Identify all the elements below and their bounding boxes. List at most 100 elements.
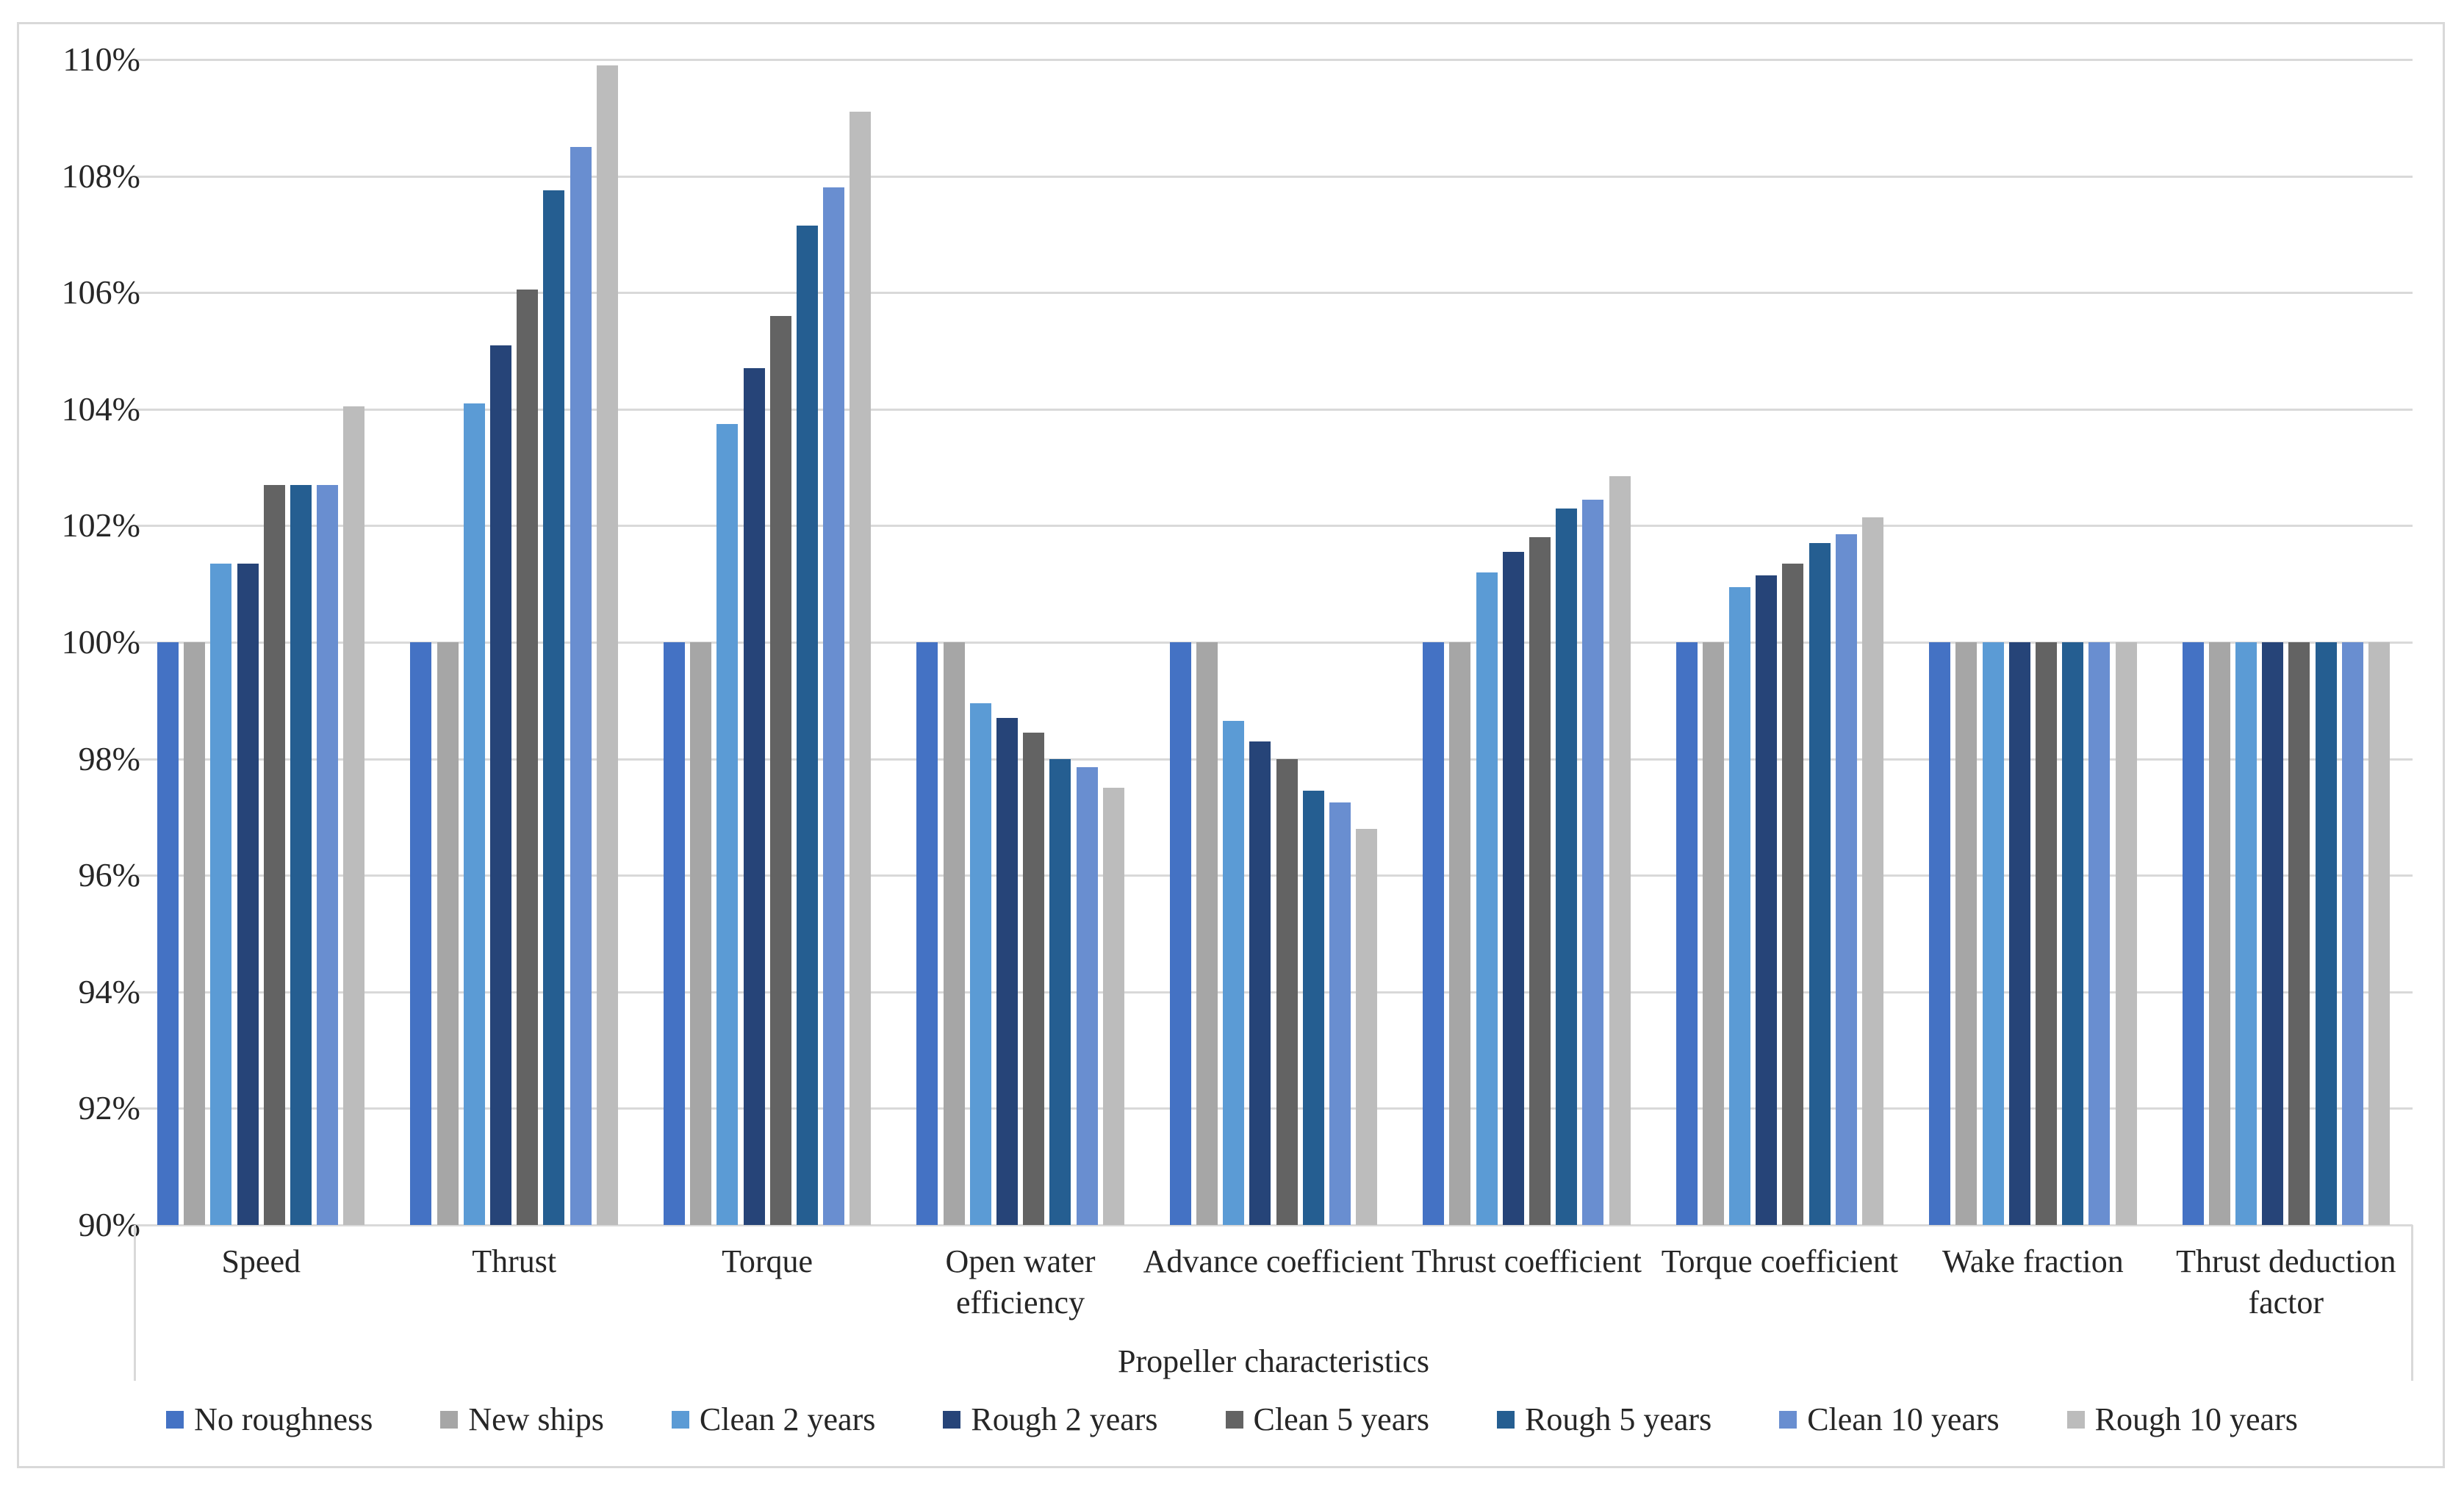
bar-clean-2-years: [716, 423, 739, 1225]
y-gridline: [134, 1224, 2413, 1226]
category-label: Speed: [221, 1243, 301, 1279]
x-axis-tick: [134, 1225, 136, 1381]
legend-label: No roughness: [194, 1401, 373, 1437]
legend-swatch-icon: [943, 1411, 961, 1429]
category-label: Torque: [722, 1243, 813, 1279]
y-gridline: [134, 991, 2413, 994]
legend-item: Clean 10 years: [1779, 1399, 2000, 1440]
bar-rough-10-years: [343, 406, 365, 1225]
y-axis-tick-label: 108%: [61, 157, 140, 195]
y-axis-tick-label: 104%: [61, 389, 140, 428]
y-axis-tick-label: 96%: [78, 856, 140, 894]
legend-swatch-icon: [671, 1411, 689, 1429]
y-gridline: [134, 642, 2413, 644]
bar-new-ships: [1196, 642, 1218, 1225]
bar-clean-5-years: [517, 290, 539, 1225]
bar-clean-10-years: [317, 484, 339, 1225]
bar-rough-10-years: [2368, 642, 2390, 1225]
bar-clean-5-years: [1276, 758, 1298, 1225]
legend-item: Rough 2 years: [943, 1399, 1158, 1440]
bar-clean-10-years: [570, 146, 592, 1225]
y-gridline: [134, 1107, 2413, 1110]
legend: No roughness New ships Clean 2 years Rough …: [0, 1399, 2464, 1440]
y-gridline: [134, 408, 2413, 411]
bar-rough-10-years: [2115, 642, 2137, 1225]
bar-new-ships: [943, 642, 965, 1225]
bar-clean-10-years: [1835, 534, 1857, 1225]
y-gridline: [134, 59, 2413, 61]
y-axis-tick-label: 90%: [78, 1206, 140, 1243]
legend-item: No roughness: [166, 1399, 373, 1440]
category-label: Thrust: [472, 1243, 557, 1279]
bar-clean-5-years: [769, 315, 791, 1225]
bar-rough-5-years: [1809, 543, 1831, 1225]
y-axis-tick-label: 92%: [78, 1089, 140, 1127]
plot-area: 90% 92% 94% 96% 98% 100% 102% 104% 106% 108% 110% S…: [19, 24, 2443, 1466]
figure-border: 90% 92% 94% 96% 98% 100% 102% 104% 106% 108% 110% S…: [17, 22, 2445, 1468]
category-label: Thrust deduction factor: [2176, 1243, 2396, 1321]
bar-no-roughness: [1675, 642, 1698, 1225]
legend-swatch-icon: [1497, 1411, 1515, 1429]
bar-new-ships: [437, 642, 459, 1225]
bar-rough-10-years: [1102, 788, 1124, 1225]
y-axis-tick-label: 110%: [62, 40, 140, 78]
bar-rough-2-years: [1502, 552, 1524, 1225]
bar-rough-5-years: [796, 226, 818, 1225]
bar-clean-10-years: [1076, 767, 1098, 1225]
bar-new-ships: [184, 642, 206, 1225]
bar-clean-5-years: [263, 484, 285, 1225]
bar-new-ships: [2208, 642, 2230, 1225]
bar-clean-2-years: [969, 703, 991, 1225]
bar-clean-5-years: [2035, 642, 2057, 1225]
bar-new-ships: [1955, 642, 1978, 1225]
bar-no-roughness: [1169, 642, 1191, 1225]
legend-label: Rough 5 years: [1525, 1401, 1712, 1437]
bar-rough-2-years: [2008, 642, 2030, 1225]
legend-item: Clean 5 years: [1225, 1399, 1429, 1440]
bar-no-roughness: [157, 642, 179, 1225]
legend-item: Rough 5 years: [1497, 1399, 1711, 1440]
bar-rough-5-years: [2315, 642, 2337, 1225]
bar-clean-5-years: [1023, 732, 1045, 1225]
y-axis-tick-label: 98%: [78, 739, 140, 777]
bar-rough-5-years: [1302, 791, 1324, 1225]
legend-label: New ships: [468, 1401, 604, 1437]
bar-rough-5-years: [1049, 758, 1071, 1225]
bar-new-ships: [1449, 642, 1471, 1225]
bar-rough-2-years: [743, 368, 765, 1225]
legend-swatch-icon: [166, 1411, 184, 1429]
legend-swatch-icon: [440, 1411, 459, 1429]
legend-label: Clean 10 years: [1807, 1401, 2000, 1437]
category-label: Torque coefficient: [1661, 1243, 1899, 1279]
bar-clean-2-years: [1476, 572, 1498, 1225]
y-gridline: [134, 525, 2413, 528]
category-label: Advance coefficient: [1143, 1243, 1404, 1279]
bar-rough-10-years: [1356, 828, 1378, 1225]
y-axis-tick-label: 106%: [61, 273, 140, 312]
bar-clean-10-years: [823, 187, 845, 1225]
bar-rough-2-years: [1756, 575, 1778, 1225]
y-gridline: [134, 874, 2413, 877]
bar-clean-2-years: [1223, 721, 1245, 1225]
legend-label: Clean 2 years: [699, 1401, 876, 1437]
bar-rough-10-years: [850, 112, 872, 1225]
legend-label: Rough 2 years: [971, 1401, 1158, 1437]
bar-clean-2-years: [1982, 642, 2004, 1225]
y-axis-tick-label: 100%: [61, 623, 140, 661]
bar-clean-10-years: [1582, 499, 1604, 1225]
category-label: Wake fraction: [1942, 1243, 2124, 1279]
bar-clean-10-years: [1329, 802, 1351, 1225]
bar-new-ships: [1702, 642, 1724, 1225]
bar-rough-2-years: [2262, 642, 2284, 1225]
bar-rough-10-years: [596, 65, 618, 1225]
bar-no-roughness: [2182, 642, 2204, 1225]
bar-rough-10-years: [1862, 517, 1884, 1225]
bar-clean-2-years: [1729, 586, 1751, 1225]
bar-rough-2-years: [996, 718, 1018, 1225]
bar-rough-2-years: [237, 563, 259, 1225]
bar-no-roughness: [1929, 642, 1951, 1225]
bar-rough-5-years: [290, 484, 312, 1225]
legend-swatch-icon: [1225, 1411, 1243, 1429]
bar-new-ships: [690, 642, 712, 1225]
